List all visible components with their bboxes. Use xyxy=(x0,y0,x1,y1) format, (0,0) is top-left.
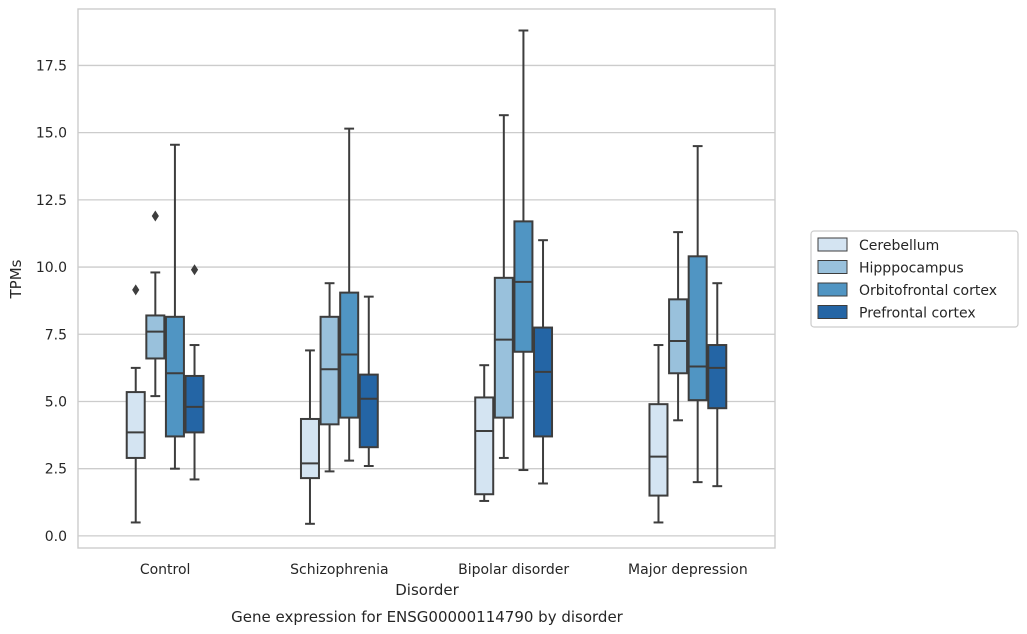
legend-label: Prefrontal cortex xyxy=(859,306,976,322)
box-group xyxy=(533,239,554,485)
box xyxy=(687,255,708,402)
box xyxy=(707,344,728,410)
legend-label: Hipppocampus xyxy=(859,261,964,277)
y-axis-label: TPMs xyxy=(7,259,25,299)
plot-frame xyxy=(77,8,776,549)
legend-swatch xyxy=(817,305,848,319)
legend: Cerebellum Hipppocampus Orbitofrontal cort… xyxy=(810,230,1019,328)
box-group xyxy=(513,29,534,472)
box-group xyxy=(687,145,708,484)
box xyxy=(668,298,689,375)
box xyxy=(299,417,320,480)
box xyxy=(145,314,166,360)
y-tick-label: 17.5 xyxy=(36,58,67,74)
outlier-marker xyxy=(132,284,140,296)
legend-swatch xyxy=(817,282,848,297)
box xyxy=(184,374,205,434)
y-tick-label: 2.5 xyxy=(45,462,67,478)
legend-swatch xyxy=(817,260,848,274)
x-tick-label: Schizophrenia xyxy=(290,562,388,578)
legend-swatch xyxy=(817,237,848,252)
x-tick-label: Control xyxy=(140,562,191,578)
box-group xyxy=(358,295,379,468)
x-axis-label: Disorder xyxy=(395,581,459,599)
legend-label: Cerebellum xyxy=(859,238,939,254)
box xyxy=(125,391,146,459)
box xyxy=(533,326,554,438)
x-tick-label: Bipolar disorder xyxy=(458,562,569,578)
box-group xyxy=(145,210,166,398)
box-group xyxy=(319,282,340,473)
legend-frame xyxy=(810,230,1019,328)
y-tick-label: 0.0 xyxy=(45,529,67,545)
box xyxy=(513,220,534,353)
chart-caption: Gene expression for ENSG00000114790 by d… xyxy=(231,608,624,626)
box xyxy=(474,396,495,496)
box-group xyxy=(648,344,669,524)
box-group xyxy=(474,364,495,502)
legend-label: Orbitofrontal cortex xyxy=(859,283,997,299)
y-tick-label: 7.5 xyxy=(45,327,67,343)
tick-labels: 0.0 2.5 5.0 7.5 10.0 12.5 15.0 17.5 Control Schiz… xyxy=(36,58,748,578)
box-group xyxy=(164,143,185,470)
box xyxy=(319,315,340,426)
box-group xyxy=(707,282,728,488)
outlier-marker xyxy=(151,210,159,222)
box-group xyxy=(299,349,320,525)
boxes xyxy=(125,29,728,525)
outlier-marker xyxy=(190,264,199,276)
box-group xyxy=(125,284,146,524)
x-tick-label: Major depression xyxy=(628,562,748,578)
box-group xyxy=(339,127,360,462)
box-group xyxy=(668,231,689,422)
box xyxy=(648,403,669,497)
y-tick-label: 5.0 xyxy=(45,394,67,410)
y-tick-label: 15.0 xyxy=(36,126,67,142)
box xyxy=(493,276,514,419)
box-group xyxy=(493,114,514,459)
y-tick-label: 12.5 xyxy=(36,193,67,209)
box-group xyxy=(184,264,205,481)
y-tick-label: 10.0 xyxy=(36,260,67,276)
box xyxy=(358,373,379,449)
box xyxy=(164,315,185,438)
